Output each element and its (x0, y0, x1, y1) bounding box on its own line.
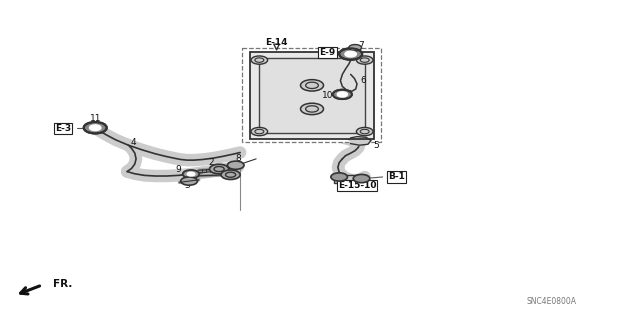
Text: E-14: E-14 (266, 38, 288, 47)
Circle shape (221, 170, 240, 180)
Circle shape (90, 125, 101, 130)
Circle shape (84, 122, 107, 133)
Text: 1: 1 (233, 168, 239, 177)
Text: E-15-10: E-15-10 (338, 181, 376, 190)
Bar (334, 175, 367, 183)
Text: E-3: E-3 (55, 124, 71, 133)
Text: 5: 5 (373, 141, 379, 150)
Polygon shape (351, 137, 371, 145)
Circle shape (301, 103, 323, 115)
Circle shape (209, 164, 228, 174)
Circle shape (251, 56, 268, 64)
Text: 4: 4 (131, 137, 136, 146)
Circle shape (227, 161, 244, 169)
Circle shape (339, 48, 362, 60)
Text: 6: 6 (360, 76, 366, 85)
Circle shape (356, 56, 373, 64)
Circle shape (356, 127, 373, 136)
Bar (259, 58, 365, 133)
Circle shape (187, 172, 195, 176)
Circle shape (182, 170, 199, 178)
Text: 7: 7 (358, 41, 364, 50)
Text: E-9: E-9 (319, 48, 336, 57)
Bar (242, 48, 381, 142)
Circle shape (349, 45, 362, 51)
Text: SNC4E0800A: SNC4E0800A (526, 297, 576, 306)
Circle shape (301, 80, 323, 91)
Text: 9: 9 (175, 166, 181, 174)
Circle shape (337, 92, 348, 97)
Text: 2: 2 (209, 158, 214, 167)
Text: 3: 3 (184, 181, 190, 190)
Circle shape (345, 51, 356, 57)
Circle shape (333, 90, 352, 99)
Text: 8: 8 (236, 154, 241, 163)
Bar (250, 52, 374, 139)
Circle shape (180, 177, 197, 185)
Polygon shape (340, 60, 357, 91)
Circle shape (251, 127, 268, 136)
Text: 11: 11 (90, 114, 101, 123)
Circle shape (353, 174, 370, 183)
Text: FR.: FR. (53, 279, 72, 289)
Circle shape (331, 173, 348, 181)
Text: 10: 10 (322, 91, 333, 100)
Text: B-1: B-1 (388, 173, 405, 182)
